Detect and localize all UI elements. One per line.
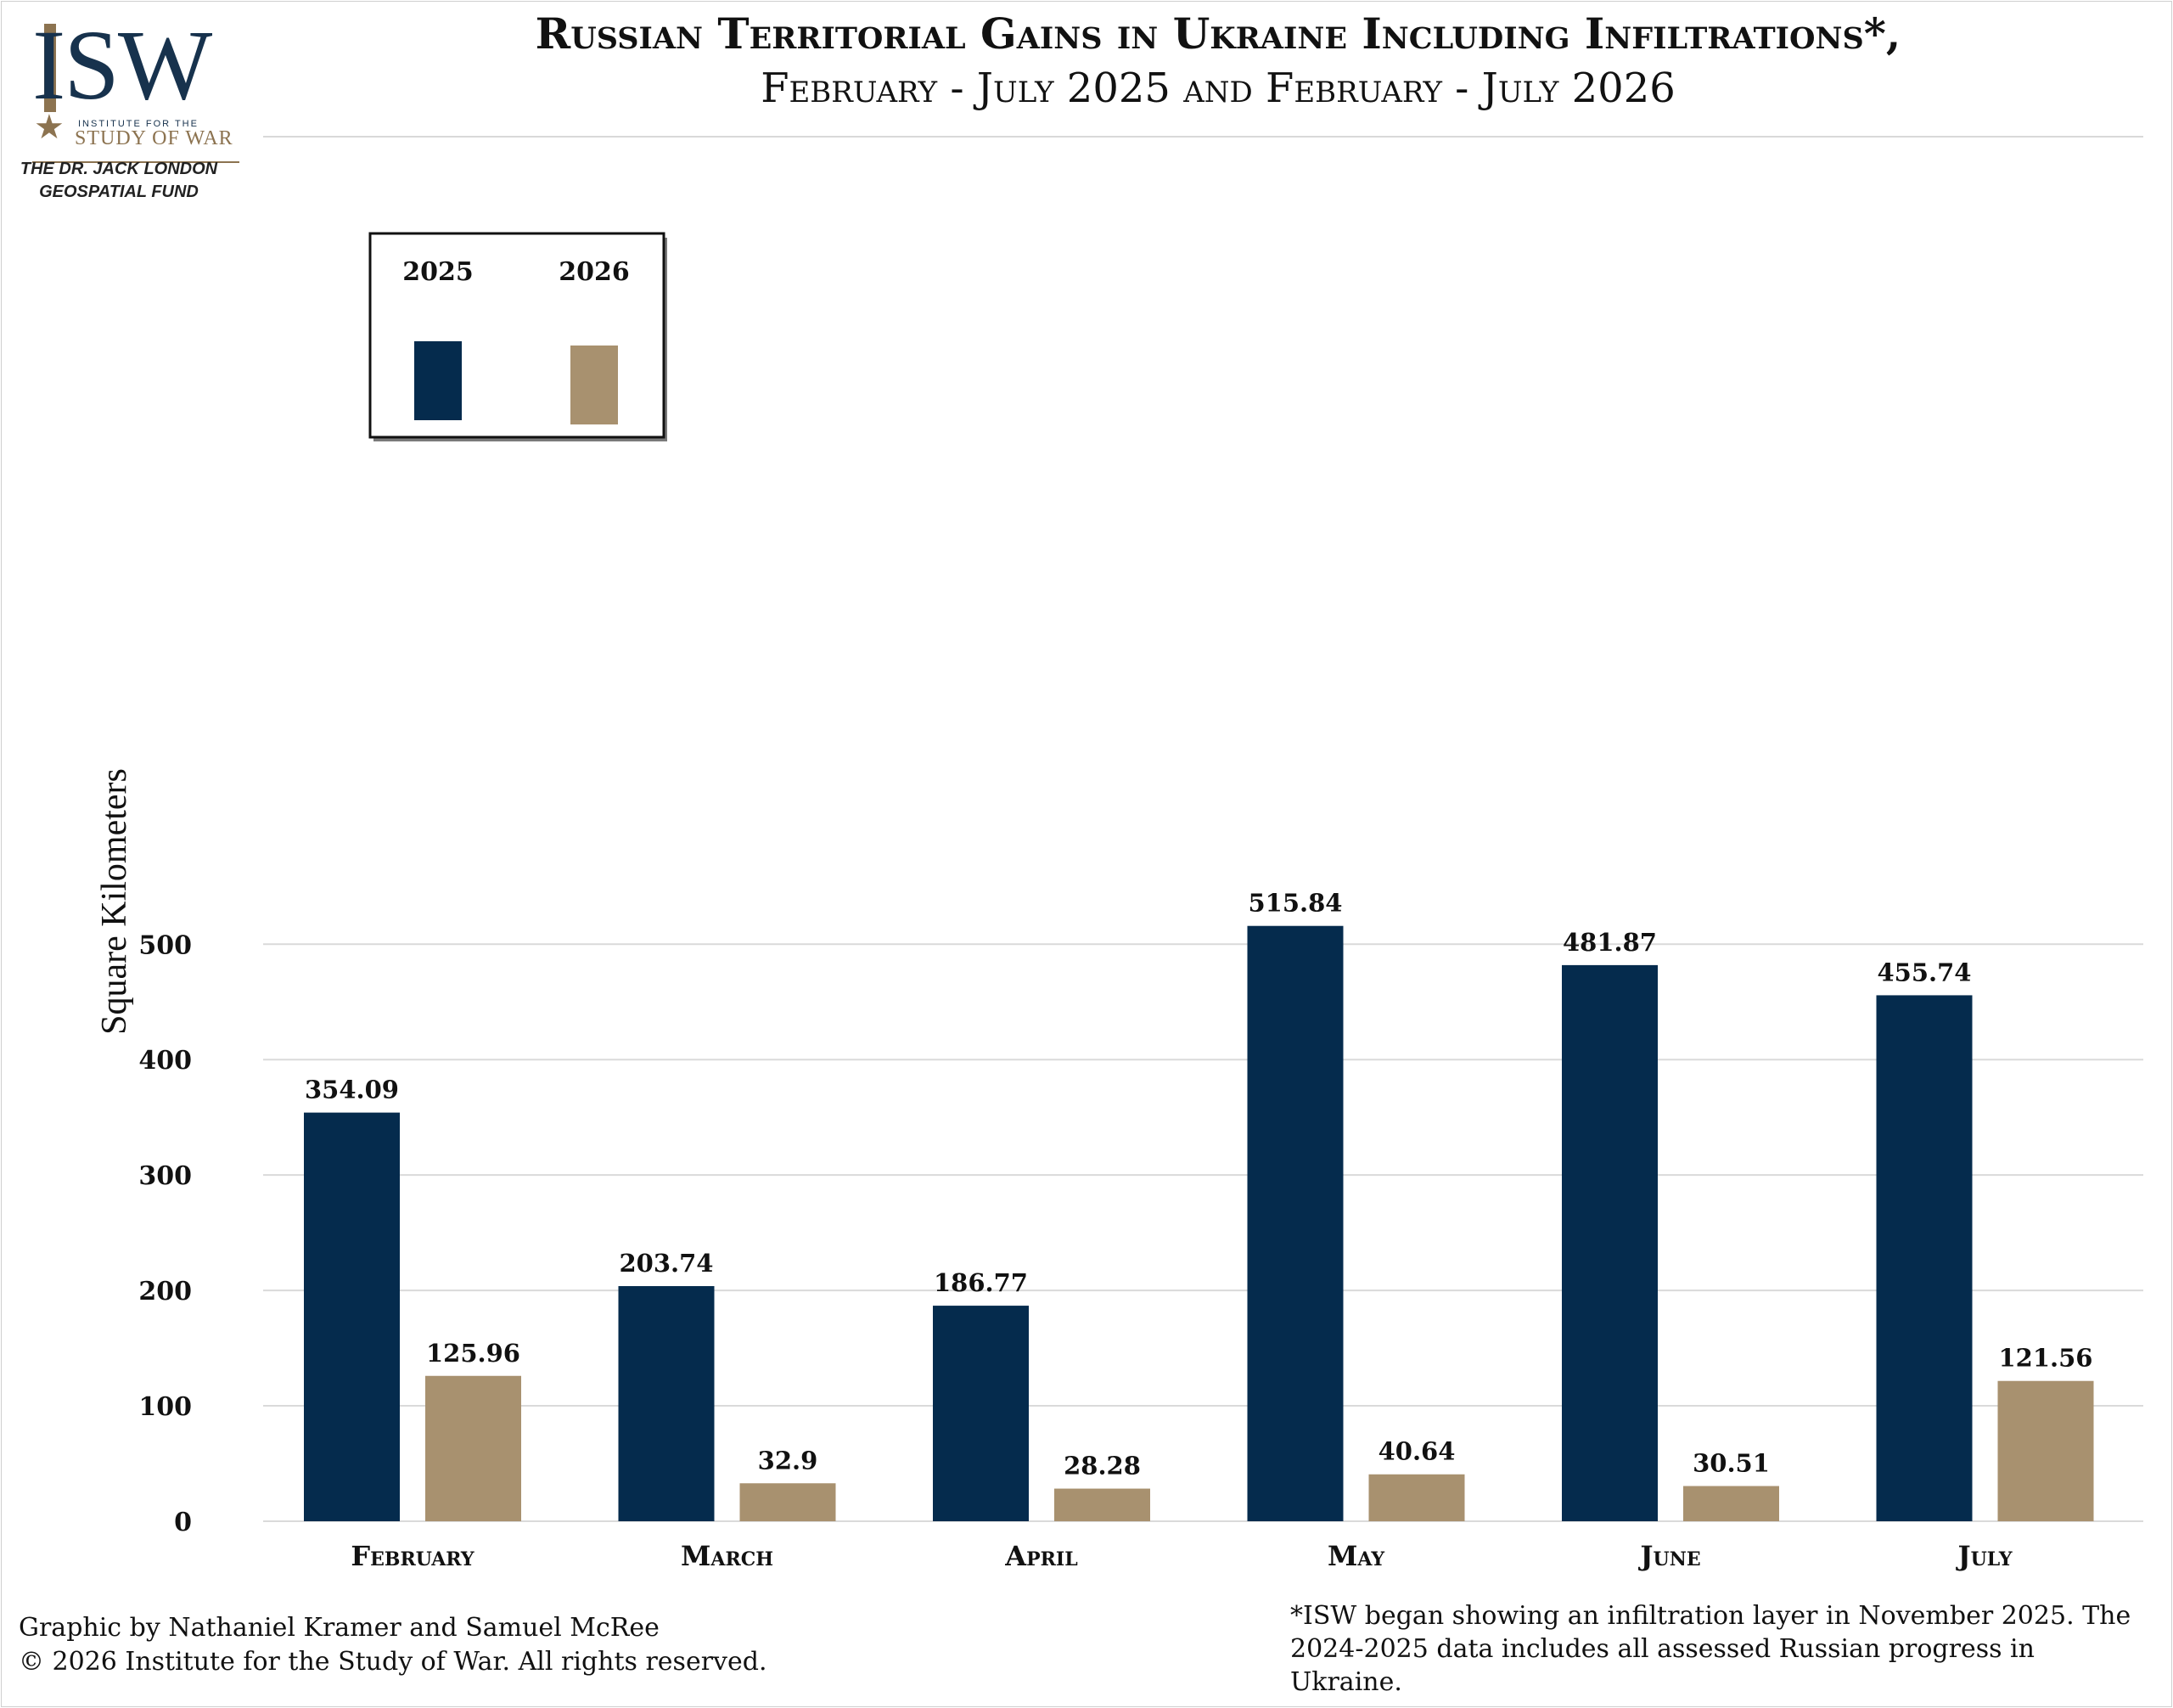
x-tick-label: April [1004,1540,1077,1572]
logo-institute-line: INSTITUTE FOR THE [78,119,199,129]
x-tick-label: July [1955,1540,2012,1572]
bar-2025 [933,1306,1029,1521]
legend-label: 2025 [402,257,474,287]
x-tick-label: June [1637,1540,1700,1572]
y-tick-label: 300 [138,1161,192,1191]
data-label: 455.74 [1878,958,1972,986]
credit-line: Graphic by Nathaniel Kramer and Samuel M… [19,1613,660,1643]
chart-subtitle: February - July 2025 and February - July… [761,65,1676,112]
x-tick-label: May [1328,1540,1384,1572]
footer-credits: Graphic by Nathaniel Kramer and Samuel M… [19,1611,766,1679]
y-tick-label: 400 [138,1046,192,1076]
bar-2025 [618,1286,715,1521]
bar-2026 [1368,1474,1465,1521]
bar-2026 [1054,1488,1150,1521]
bar-2025 [1876,995,1973,1521]
y-tick-label: 0 [174,1508,192,1537]
bar-2026 [425,1375,521,1521]
y-tick-label: 100 [138,1392,192,1422]
legend-label: 2026 [559,257,630,287]
logo-mark: ISW [32,9,212,121]
data-label: 481.87 [1563,928,1657,957]
logo-bar [44,24,56,112]
chart-title: Russian Territorial Gains in Ukraine Inc… [535,8,1901,59]
data-label: 515.84 [1249,889,1343,918]
x-tick-label: March [681,1540,773,1572]
data-label: 121.56 [1999,1344,2093,1373]
y-tick-label: 200 [138,1277,192,1306]
bar-2025 [1562,964,1658,1521]
isw-logo: ISW ★ INSTITUTE FOR THE STUDY OF WAR [32,15,244,202]
data-label: 203.74 [620,1249,714,1278]
data-label: 354.09 [305,1076,399,1104]
y-tick-label: 500 [138,930,192,960]
footnote: *ISW began showing an infiltration layer… [1290,1601,2131,1697]
data-label: 28.28 [1064,1452,1141,1480]
data-label: 32.9 [758,1446,818,1475]
legend-swatch [570,346,618,424]
bar-2026 [739,1483,836,1521]
y-axis-label: Square Kilometers [95,768,134,1035]
data-label: 40.64 [1378,1437,1456,1466]
bar-2026 [1683,1486,1779,1521]
data-label: 186.77 [934,1268,1028,1297]
x-tick-label: February [351,1540,474,1572]
header-divider [263,136,2143,138]
data-label: 30.51 [1693,1449,1770,1478]
bar-2025 [304,1112,400,1521]
bar-2026 [1997,1380,2094,1521]
fund-label: THE DR. JACK LONDON GEOSPATIAL FUND [20,160,218,201]
copyright-line: © 2026 Institute for the Study of War. A… [19,1647,767,1677]
logo-study-line: STUDY OF WAR [75,127,233,149]
star-icon: ★ [34,108,65,147]
bar-2025 [1247,925,1344,1521]
logo-rule [32,161,239,163]
data-label: 125.96 [426,1339,520,1368]
legend-swatch [414,341,462,420]
